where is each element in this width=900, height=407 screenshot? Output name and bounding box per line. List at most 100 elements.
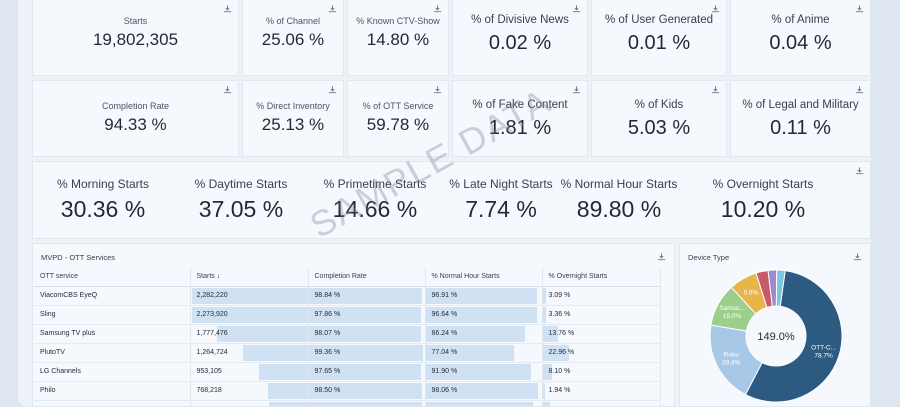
kpi-label: Completion Rate (101, 101, 170, 111)
col-header-overnight-starts[interactable]: % Overnight Starts (542, 267, 661, 287)
kpi-label: % of OTT Service (362, 101, 434, 111)
cell-bar (425, 325, 525, 342)
download-icon[interactable] (572, 85, 581, 95)
kpi-card: % of Kids 5.03 % (591, 80, 727, 157)
cell-bar (191, 287, 308, 304)
table-header-row: OTT service Starts ↓ Completion Rate % N… (34, 267, 661, 287)
kpi-label: % of Legal and Military (742, 99, 859, 111)
donut-slice-label: Samsu... (719, 305, 745, 312)
cell-bar (425, 401, 534, 406)
cell-value: 98.84 % (314, 292, 341, 299)
table-cell-name: Roku TV (34, 400, 191, 406)
download-icon[interactable] (572, 4, 581, 14)
download-icon[interactable] (855, 166, 864, 176)
cell-bar (217, 325, 308, 342)
cell-bar (542, 401, 550, 406)
table-row[interactable]: Philo 768,218 98.50 % 98.06 % 1.94 % (34, 381, 661, 401)
download-icon[interactable] (328, 4, 337, 14)
download-icon[interactable] (711, 4, 720, 14)
kpi-value: 59.78 % (366, 115, 430, 134)
cell-value: 2,273,920 (196, 311, 228, 318)
table-cell-normal: 91.90 % (425, 362, 543, 382)
cell-value: 91.90 % (431, 368, 458, 375)
download-icon[interactable] (328, 85, 337, 95)
cell-value: 1,777,476 (196, 330, 228, 337)
table-cell-completion: 98.07 % (308, 324, 426, 344)
table-cell-name: Philo (34, 381, 191, 401)
download-icon[interactable] (223, 4, 232, 14)
cell-value: 3.09 % (548, 292, 571, 299)
cell-bar (542, 287, 547, 304)
cell-bar (425, 344, 515, 361)
kpi-card: Starts 19,802,305 (32, 0, 239, 76)
timeslot-value: 37.05 % (198, 196, 284, 222)
cell-bar (542, 344, 570, 361)
cell-bar (268, 401, 308, 406)
kpi-value: 25.06 % (261, 30, 325, 49)
table-cell-starts: 760,318 (190, 400, 309, 406)
cell-value: 1.94 % (548, 387, 571, 394)
kpi-value: 94.33 % (104, 115, 167, 134)
kpi-card: % of User Generated 0.01 % (591, 0, 727, 76)
cell-bar (542, 325, 559, 342)
donut-slice[interactable] (775, 269, 786, 307)
donut-slice-label: OTT-C... (811, 344, 836, 351)
cell-value: 1,264,724 (196, 349, 228, 356)
cell-value: 99.36 % (314, 349, 341, 356)
table-cell-name: PlutoTV (34, 343, 191, 363)
donut-slice[interactable] (744, 270, 843, 403)
download-icon[interactable] (657, 252, 666, 262)
kpi-label: % of Kids (634, 99, 684, 111)
kpi-value: 14.80 % (366, 30, 430, 49)
download-icon[interactable] (855, 4, 864, 14)
timeslot-value: 10.20 % (720, 196, 806, 222)
cell-value: 77.04 % (431, 349, 458, 356)
col-header-starts[interactable]: Starts ↓ (190, 267, 309, 287)
table-cell-normal: 93.57 % (425, 400, 543, 406)
table-row[interactable]: Samsung TV plus 1,777,476 98.07 % 86.24 % 13… (34, 324, 661, 344)
timeslot-label: % Late Night Starts (449, 177, 553, 191)
timeslot-label: % Overnight Starts (712, 177, 814, 191)
cell-value: PlutoTV (40, 349, 65, 356)
kpi-value: 0.01 % (627, 32, 691, 54)
cell-bar (191, 306, 308, 323)
cell-value: LG Channels (40, 368, 81, 375)
kpi-value: 0.04 % (769, 32, 832, 54)
table-row[interactable]: PlutoTV 1,264,724 99.36 % 77.04 % 22.96 % (34, 343, 661, 363)
table-cell-overnight: 3.36 % (542, 305, 661, 325)
cell-bar (425, 306, 537, 323)
timeslot-label: % Morning Starts (56, 177, 150, 191)
download-icon[interactable] (855, 85, 864, 95)
cell-bar (425, 287, 537, 304)
table-row[interactable]: ViacomCBS EyeQ 2,282,220 98.84 % 96.91 % 3.0… (34, 286, 661, 306)
table-cell-completion: 98.50 % (308, 381, 426, 401)
kpi-card: Completion Rate 94.33 % (32, 80, 239, 157)
download-icon[interactable] (711, 85, 720, 95)
table-row[interactable]: LG Channels 953,105 97.65 % 91.90 % 8.10 % (34, 362, 661, 382)
donut-slice-value: 9.8% (744, 290, 759, 297)
download-icon[interactable] (433, 4, 442, 14)
download-icon[interactable] (853, 252, 862, 262)
cell-bar (308, 382, 422, 399)
kpi-card: % of Anime 0.04 % (730, 0, 871, 76)
table-cell-name: ViacomCBS EyeQ (34, 286, 191, 306)
kpi-value: 0.11 % (770, 117, 831, 139)
table-cell-starts: 2,282,220 (190, 286, 309, 306)
ott-table-card: MVPD - OTT Services OTT service Starts ↓… (32, 243, 675, 407)
table-row[interactable]: Roku TV760,31898.32 %93.57 %6.43 % (34, 400, 661, 406)
table-cell-starts: 953,105 (190, 362, 309, 382)
col-header-normal-hour-starts[interactable]: % Normal Hour Starts (425, 267, 543, 287)
cell-bar (425, 382, 539, 399)
table-row[interactable]: Sling 2,273,920 97.86 % 96.64 % 3.36 % (34, 305, 661, 325)
download-icon[interactable] (223, 85, 232, 95)
col-header-completion-rate[interactable]: Completion Rate (308, 267, 426, 287)
col-header-ott-service[interactable]: OTT service (34, 267, 191, 287)
timeslot-value: 14.66 % (332, 196, 418, 222)
table-cell-name: Sling (34, 305, 191, 325)
cell-value: 953,105 (196, 368, 222, 375)
cell-value: ViacomCBS EyeQ (40, 292, 98, 299)
cell-bar (542, 382, 545, 399)
timeslot-card: % Morning Starts 30.36 % % Daytime Starts 3… (32, 161, 871, 239)
table-cell-normal: 96.91 % (425, 286, 543, 306)
download-icon[interactable] (433, 85, 442, 95)
